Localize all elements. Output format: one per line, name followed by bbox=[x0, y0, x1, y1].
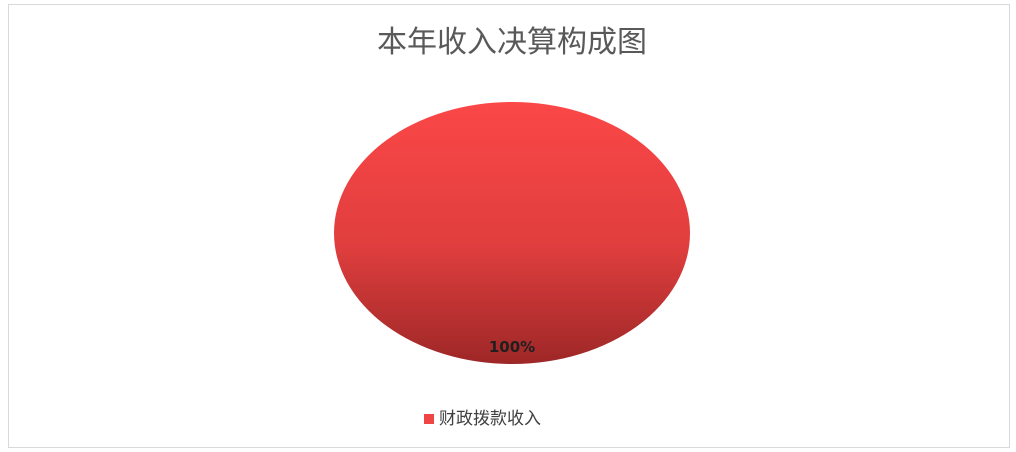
data-labels: 100% bbox=[489, 338, 535, 356]
chart-title: 本年收入决算构成图 bbox=[377, 25, 647, 60]
pie-slice bbox=[334, 102, 690, 364]
legend: 财政拨款收入 bbox=[424, 409, 541, 429]
legend-swatch bbox=[424, 414, 434, 424]
legend-label: 财政拨款收入 bbox=[439, 409, 541, 429]
pie-group bbox=[334, 102, 690, 364]
slice-data-label: 100% bbox=[489, 338, 535, 356]
